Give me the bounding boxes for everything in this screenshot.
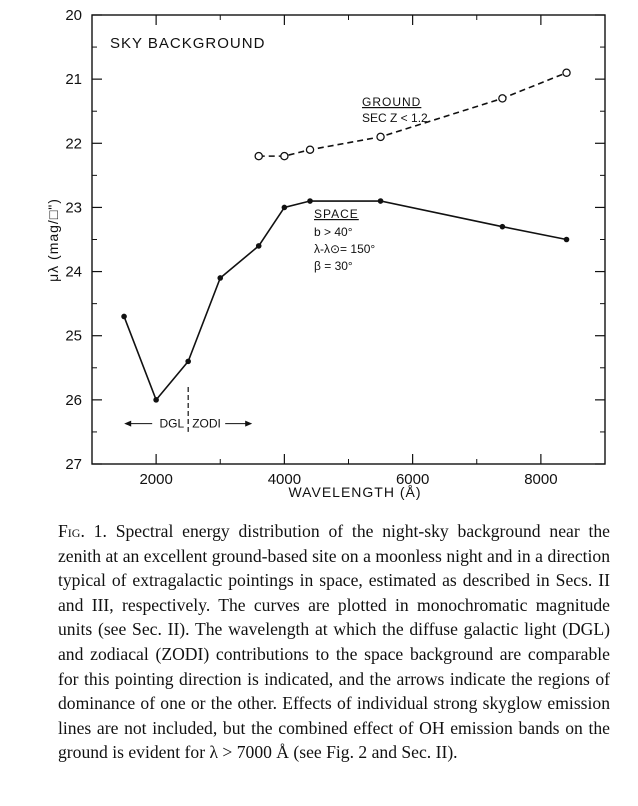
series-layer <box>121 68 571 403</box>
ground-annotation-title: GROUND <box>362 95 421 109</box>
dgl-zodi-divider: DGL ZODI <box>124 387 253 432</box>
y-tick-label: 24 <box>65 264 82 281</box>
ground-data-point <box>254 151 263 161</box>
ground-data-point <box>562 68 571 77</box>
caption-text: Spectral energy distribution of the nigh… <box>58 521 610 763</box>
ground-data-point <box>305 145 315 154</box>
space-data-point <box>281 204 288 211</box>
y-tick-label: 27 <box>65 456 82 473</box>
space-data-point <box>217 275 224 281</box>
y-tick-label: 25 <box>65 328 82 345</box>
plot-frame <box>91 14 606 465</box>
ground-annotation-secz: SEC Z < 1.2 <box>362 111 428 125</box>
x-tick-label: 6000 <box>396 471 429 488</box>
space-annotation-latitude: b > 40° <box>314 225 353 239</box>
space-series-line <box>123 200 567 402</box>
space-data-point <box>563 236 570 243</box>
sky-background-chart: 20 21 22 23 24 25 26 27 2000 4000 6000 8000 SKY BAC… <box>45 7 606 500</box>
ground-data-point <box>280 151 289 161</box>
zodi-label: ZODI <box>192 417 221 431</box>
axis-ticks: 20 21 22 23 24 25 26 27 2000 4000 6000 8000 <box>65 7 605 488</box>
space-data-point <box>307 198 313 204</box>
ground-annotation: GROUND SEC Z < 1.2 <box>362 95 428 125</box>
ground-data-point <box>376 132 385 142</box>
space-annotation-beta: β = 30° <box>314 259 353 273</box>
x-tick-label: 8000 <box>524 471 557 488</box>
x-tick-label: 2000 <box>139 471 172 488</box>
space-data-point <box>255 243 262 249</box>
caption-figure-label: Fig. 1. <box>58 521 107 541</box>
space-data-point <box>185 358 191 365</box>
space-annotation-title: SPACE <box>314 207 359 221</box>
space-data-point <box>121 313 127 320</box>
chart-title: SKY BACKGROUND <box>110 35 265 52</box>
space-data-point <box>153 397 159 403</box>
ground-series-line <box>258 71 567 157</box>
x-axis-label: WAVELENGTH (Å) <box>288 484 421 500</box>
y-axis-label: μλ (mag/□") <box>45 198 61 282</box>
space-annotation: SPACE b > 40° λ-λ⊙= 150° β = 30° <box>314 207 375 273</box>
dgl-arrow-head <box>124 420 132 427</box>
y-tick-label: 21 <box>65 71 82 88</box>
y-tick-label: 26 <box>65 392 82 409</box>
y-tick-label: 20 <box>65 7 82 24</box>
space-annotation-elongation: λ-λ⊙= 150° <box>314 242 375 256</box>
y-tick-label: 23 <box>65 199 82 216</box>
space-data-point <box>499 223 506 230</box>
dgl-label: DGL <box>160 417 185 431</box>
zodi-arrow-head <box>245 420 253 427</box>
figure-caption: Fig. 1. Spectral energy distribution of … <box>58 519 610 765</box>
ground-data-point <box>498 94 507 103</box>
space-data-point <box>377 198 384 204</box>
x-tick-label: 4000 <box>268 471 301 488</box>
y-tick-label: 22 <box>65 135 82 152</box>
